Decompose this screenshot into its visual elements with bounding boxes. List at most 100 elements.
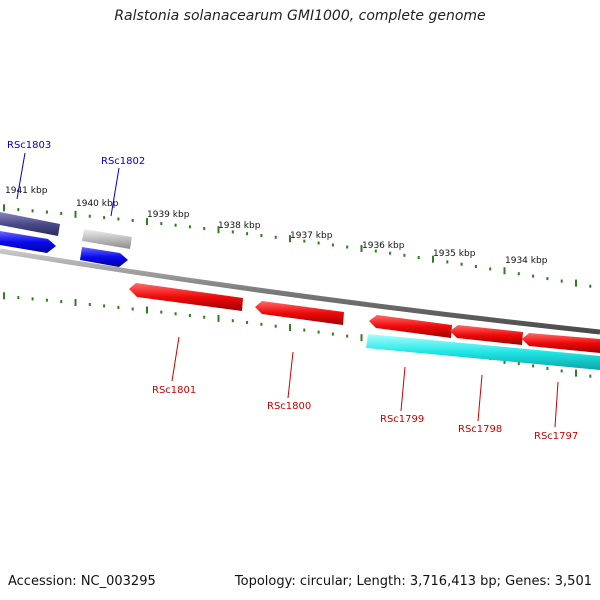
gene-label-rsc1800[interactable]: RSc1800 bbox=[267, 401, 311, 412]
minor-tick bbox=[303, 328, 306, 332]
major-tick bbox=[3, 292, 5, 300]
gene-arrow-rsc1797[interactable] bbox=[522, 333, 600, 353]
minor-tick bbox=[17, 296, 20, 300]
minor-tick bbox=[231, 230, 234, 234]
accession-text: Accession: NC_003295 bbox=[8, 574, 156, 589]
minor-tick bbox=[103, 304, 106, 308]
minor-tick bbox=[131, 307, 134, 311]
minor-tick bbox=[346, 334, 349, 338]
minor-tick bbox=[446, 260, 449, 264]
minor-tick bbox=[489, 267, 492, 271]
gene-label-rsc1797[interactable]: RSc1797 bbox=[534, 431, 578, 442]
major-tick bbox=[74, 210, 77, 218]
minor-tick bbox=[260, 234, 263, 237]
minor-tick bbox=[160, 310, 163, 314]
minor-tick bbox=[203, 315, 206, 319]
minor-tick bbox=[417, 256, 420, 259]
cds-bar-forward[interactable] bbox=[0, 212, 60, 236]
gene-label-rsc1798[interactable]: RSc1798 bbox=[458, 424, 502, 435]
gene-arrow-rsc1801[interactable] bbox=[129, 283, 243, 311]
genome-backbone bbox=[0, 248, 600, 335]
minor-tick bbox=[517, 361, 520, 365]
minor-tick bbox=[160, 222, 163, 226]
gene-label-rsc1803[interactable]: RSc1803 bbox=[7, 140, 51, 151]
minor-tick bbox=[131, 219, 134, 222]
reverse-leader-lines bbox=[171, 336, 559, 428]
kbp-label: 1940 kbp bbox=[76, 199, 119, 209]
minor-tick bbox=[546, 277, 549, 281]
kbp-label: 1937 kbp bbox=[290, 231, 333, 241]
kbp-label: 1935 kbp bbox=[433, 249, 476, 259]
minor-tick bbox=[589, 284, 592, 288]
minor-tick bbox=[203, 227, 206, 230]
major-tick bbox=[217, 226, 220, 234]
map-title: Ralstonia solanacearum GMI1000, complete… bbox=[114, 8, 486, 24]
forward-leader-lines bbox=[16, 152, 120, 217]
ruler-ticks-outer bbox=[3, 204, 592, 288]
major-tick bbox=[74, 299, 77, 306]
gene-arrow-rsc1800[interactable] bbox=[255, 301, 344, 325]
gene-label-rsc1799[interactable]: RSc1799 bbox=[380, 414, 424, 425]
minor-tick bbox=[88, 303, 91, 306]
minor-tick bbox=[303, 239, 306, 243]
minor-tick bbox=[517, 272, 520, 276]
minor-tick bbox=[403, 253, 406, 257]
minor-tick bbox=[174, 312, 177, 316]
major-tick bbox=[503, 267, 506, 275]
major-tick bbox=[3, 204, 5, 212]
minor-tick bbox=[560, 279, 563, 283]
minor-tick bbox=[331, 243, 334, 247]
major-tick bbox=[360, 334, 363, 342]
cds-bar-reverse[interactable] bbox=[366, 334, 600, 370]
kbp-label: 1939 kbp bbox=[147, 210, 190, 220]
gene-arrow-rsc1798[interactable] bbox=[450, 325, 523, 345]
minor-tick bbox=[317, 241, 320, 245]
minor-tick bbox=[188, 225, 191, 229]
minor-tick bbox=[117, 305, 120, 309]
minor-tick bbox=[45, 298, 48, 302]
gene-arrow-rsc1803[interactable] bbox=[0, 231, 56, 253]
minor-tick bbox=[246, 232, 249, 236]
minor-tick bbox=[474, 265, 477, 268]
minor-tick bbox=[560, 369, 563, 373]
topology-summary: Topology: circular; Length: 3,716,413 bp… bbox=[234, 574, 592, 589]
gene-label-rsc1801[interactable]: RSc1801 bbox=[152, 385, 196, 396]
minor-tick bbox=[31, 297, 34, 301]
major-tick bbox=[432, 255, 434, 263]
minor-tick bbox=[45, 210, 48, 214]
minor-tick bbox=[346, 245, 349, 249]
minor-tick bbox=[260, 322, 263, 326]
minor-tick bbox=[60, 211, 63, 215]
kbp-label: 1938 kbp bbox=[218, 221, 261, 231]
minor-tick bbox=[174, 223, 177, 227]
minor-tick bbox=[389, 251, 392, 255]
gene-label-rsc1802[interactable]: RSc1802 bbox=[101, 156, 145, 167]
minor-tick bbox=[17, 208, 20, 212]
gene-arrow-rsc1799[interactable] bbox=[369, 315, 452, 338]
gene-arrow-rsc1802[interactable] bbox=[80, 247, 128, 267]
minor-tick bbox=[317, 330, 320, 334]
minor-tick bbox=[31, 209, 34, 213]
minor-tick bbox=[103, 216, 106, 220]
minor-tick bbox=[331, 332, 334, 336]
major-tick bbox=[146, 306, 148, 314]
kbp-label: 1941 kbp bbox=[5, 186, 48, 196]
major-tick bbox=[289, 235, 291, 243]
minor-tick bbox=[546, 366, 549, 370]
major-tick bbox=[146, 218, 148, 226]
cds-bar-forward-grey[interactable] bbox=[82, 229, 132, 249]
minor-tick bbox=[532, 364, 535, 368]
minor-tick bbox=[460, 262, 463, 266]
minor-tick bbox=[589, 374, 592, 378]
minor-tick bbox=[117, 217, 120, 221]
minor-tick bbox=[188, 314, 191, 317]
minor-tick bbox=[246, 321, 249, 324]
kbp-label: 1934 kbp bbox=[505, 256, 548, 266]
major-tick bbox=[360, 245, 363, 252]
major-tick bbox=[217, 314, 220, 322]
minor-tick bbox=[88, 214, 91, 218]
kbp-label: 1936 kbp bbox=[362, 241, 405, 251]
minor-tick bbox=[231, 319, 234, 323]
major-tick bbox=[289, 324, 291, 332]
